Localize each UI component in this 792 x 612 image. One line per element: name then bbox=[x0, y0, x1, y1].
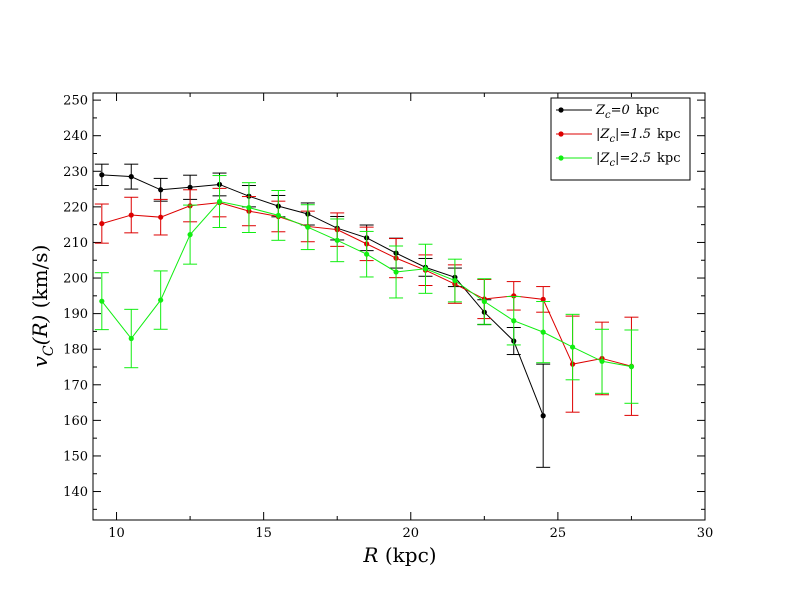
y-tick-label: 180 bbox=[63, 343, 88, 358]
legend-label: |Zc|=2.5 kpc bbox=[596, 151, 681, 169]
data-point bbox=[187, 184, 193, 190]
data-point bbox=[128, 174, 134, 180]
y-tick-label: 240 bbox=[63, 129, 88, 144]
series-1 bbox=[94, 187, 639, 416]
legend-swatch-marker bbox=[558, 131, 564, 137]
y-tick-label: 160 bbox=[63, 414, 88, 429]
data-point bbox=[481, 298, 487, 305]
x-tick-label: 15 bbox=[255, 526, 272, 541]
data-point bbox=[99, 298, 105, 304]
y-tick-label: 230 bbox=[63, 165, 88, 180]
data-point bbox=[540, 329, 546, 335]
data-point bbox=[187, 232, 193, 238]
data-point bbox=[511, 293, 517, 299]
data-point bbox=[158, 214, 164, 220]
data-point bbox=[628, 364, 635, 370]
legend-label: |Zc|=1.5 kpc bbox=[596, 127, 681, 145]
legend: Zc=0 kpc |Zc|=1.5 kpc |Zc|=2.5 kpc bbox=[550, 97, 691, 181]
y-tick-label: 250 bbox=[63, 94, 88, 109]
legend-entry-0: Zc=0 kpc bbox=[556, 103, 659, 121]
legend-label: Zc=0 kpc bbox=[595, 103, 659, 121]
series-2 bbox=[94, 175, 639, 404]
legend-swatch-marker bbox=[558, 107, 564, 113]
data-point bbox=[511, 318, 517, 324]
data-point bbox=[334, 237, 340, 243]
data-point bbox=[364, 251, 370, 257]
legend-entry-1: |Zc|=1.5 kpc bbox=[556, 127, 681, 145]
data-point bbox=[216, 198, 223, 205]
x-axis-title: R (kpc) bbox=[362, 543, 436, 567]
data-point bbox=[246, 204, 252, 211]
y-tick-label: 220 bbox=[63, 200, 88, 215]
data-point bbox=[128, 335, 134, 342]
y-tick-label: 210 bbox=[63, 236, 88, 251]
y-tick-label: 200 bbox=[63, 272, 88, 287]
data-point bbox=[393, 269, 399, 275]
y-tick-label: 190 bbox=[63, 307, 88, 322]
axis-ticks: 10 15 20 25 30 140 150 160 170 180 190 200 210 220 230… bbox=[63, 93, 713, 541]
legend-entry-2: |Zc|=2.5 kpc bbox=[556, 151, 681, 169]
data-point bbox=[128, 212, 134, 218]
legend-box bbox=[550, 97, 691, 181]
data-point bbox=[158, 297, 164, 303]
data-point bbox=[540, 296, 546, 302]
y-tick-label: 170 bbox=[63, 378, 88, 393]
data-point bbox=[569, 344, 576, 350]
x-tick-label: 30 bbox=[697, 526, 714, 541]
data-point bbox=[452, 277, 458, 284]
data-point bbox=[422, 266, 429, 272]
x-tick-label: 10 bbox=[108, 526, 125, 541]
series-0 bbox=[94, 163, 551, 468]
x-tick-label: 20 bbox=[402, 526, 419, 541]
data-point bbox=[99, 220, 105, 227]
plot-frame bbox=[92, 92, 706, 521]
y-axis-title: vC(R) (km/s) bbox=[28, 245, 57, 368]
data-point bbox=[599, 358, 605, 364]
y-tick-label: 150 bbox=[63, 449, 88, 464]
data-point bbox=[305, 224, 311, 230]
data-point bbox=[540, 413, 546, 419]
data-point bbox=[99, 172, 105, 178]
x-tick-label: 25 bbox=[550, 526, 567, 541]
data-point bbox=[275, 212, 281, 219]
data-point bbox=[158, 187, 164, 193]
series-line bbox=[101, 174, 544, 416]
series-layer bbox=[94, 163, 639, 468]
legend-swatch-marker bbox=[558, 155, 564, 161]
y-tick-label: 140 bbox=[63, 485, 88, 500]
